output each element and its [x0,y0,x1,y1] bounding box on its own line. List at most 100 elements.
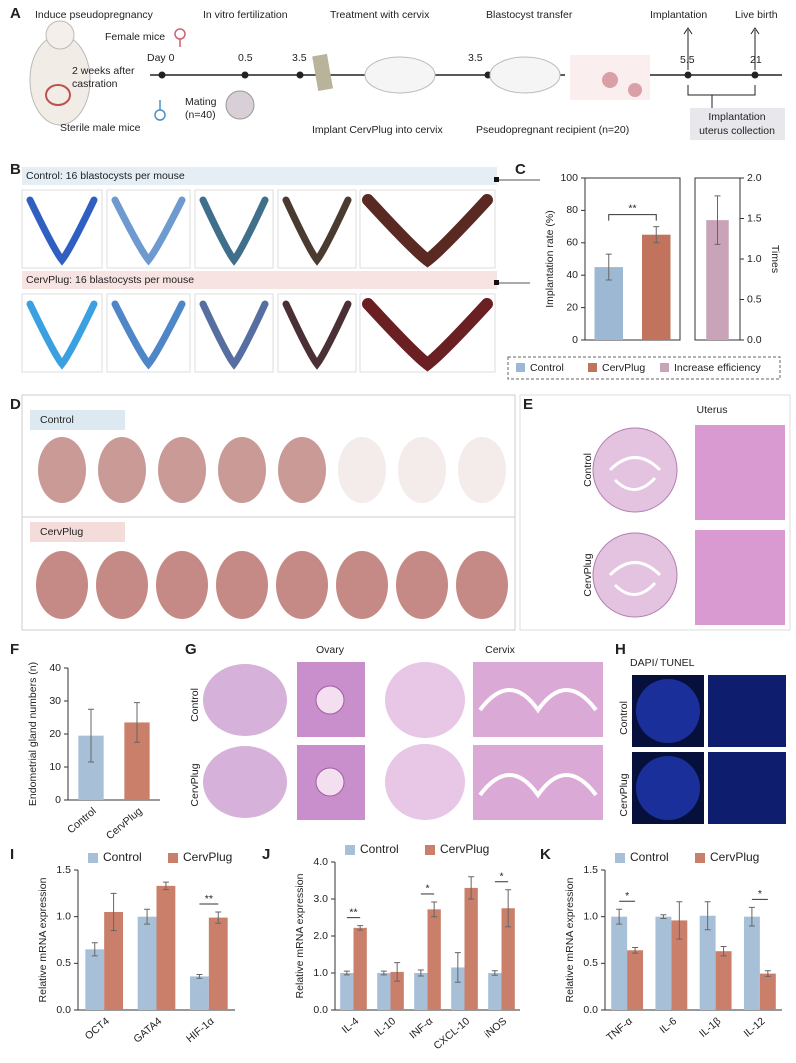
bar [706,220,729,340]
row-label: CervPlug [618,773,630,816]
timeline-text: Pseudopregnant recipient (n=20) [476,124,629,136]
bar [104,912,124,1010]
pup [98,437,146,503]
error-bar [468,876,475,900]
y-tick-label: 0.5 [56,957,71,969]
significance-label: ** [628,202,636,214]
significance-label: * [758,888,762,900]
column-title: Ovary [316,644,345,656]
bar [671,920,688,1010]
bar [427,909,441,1010]
panel-label: B [10,161,21,178]
x-tick-label: IL-10 [372,1015,398,1040]
legend-swatch [168,853,178,863]
x-tick-label: TNF-α [604,1015,635,1043]
significance-label: ** [349,906,357,918]
legend-label: CervPlug [183,850,232,864]
error-bar [748,906,755,927]
group-label: Control: 16 blastocysts per mouse [26,170,185,182]
legend-label: CervPlug [602,362,645,374]
panel-label: G [185,641,197,658]
row-label: CervPlug [582,553,594,596]
error-bar [110,892,117,932]
legend-label: CervPlug [710,850,759,864]
group-label: CervPlug [40,526,83,538]
legend-swatch [695,853,705,863]
error-bar [380,970,387,976]
bar [642,234,671,340]
y-tick-label: 80 [566,204,578,216]
y-tick-label: 1.0 [56,910,71,922]
uterus-shape [282,300,352,370]
group-label: CervPlug: 16 blastocysts per mouse [26,274,194,286]
uterus-images [21,189,496,373]
y-tick-label: 1.0 [313,967,328,979]
bar [137,916,157,1010]
panel-label: A [10,5,21,22]
y-axis-title: Relative mRNA expression [37,877,49,1002]
panel-label: J [262,846,270,863]
timeline-text: Mating [185,96,217,108]
x-tick-label: IL-4 [340,1015,362,1036]
plot-frame [584,177,681,341]
panel-label: H [615,641,626,658]
legend-swatch [516,363,525,372]
timeline-text: 0.5 [238,52,253,64]
pup [156,551,208,619]
x-tick-label: IL-6 [658,1015,680,1036]
timeline-text: Day 0 [147,52,175,64]
timeline-text: castration [72,78,118,90]
error-bar [676,901,683,940]
error-bar [505,889,512,928]
timeline-text: Implant CervPlug into cervix [312,124,443,136]
y-tick-label: 1.5 [583,864,598,876]
bar [464,887,478,1010]
timeline-text: Blastocyst transfer [486,9,573,21]
legend-swatch [660,363,669,372]
panel-label: I [10,846,14,863]
legend-label: Control [630,850,669,864]
legend-swatch [425,845,435,855]
panel-label: C [515,161,526,178]
timeline-text: In vitro fertilization [203,9,288,21]
error-bar [632,946,639,954]
y-tick-label: 0.0 [56,1004,71,1016]
timeline: Induce pseudopregnancy Female mice Day 0… [29,9,785,140]
timeline-text: 3.5 [292,52,307,64]
timeline-text: Induce pseudopregnancy [35,9,154,21]
y-tick-label: 40 [49,662,61,674]
bar [501,908,515,1010]
legend-box [507,356,781,380]
timeline-text: 21 [750,54,762,66]
bar [377,973,391,1010]
timeline-text: uterus collection [699,125,775,137]
error-bar [714,195,721,245]
panel-h: DAPI / TUNEL Control CervPlug [618,657,786,824]
y-tick-label: 4.0 [313,856,328,868]
error-bar [491,970,498,976]
x-tick-label: INF-α [407,1015,435,1041]
panel-label: F [10,641,19,658]
pup [218,437,266,503]
pup [336,551,388,619]
error-bar [653,226,660,244]
timeline-text: Implantation [708,111,765,123]
error-bar [91,942,98,957]
panel-e: Uterus Control CervPlug [519,394,791,631]
pup-images [36,437,508,619]
bar [488,973,502,1010]
stain-label: / [655,657,658,669]
error-bar [454,952,461,983]
legend-swatch [588,363,597,372]
panel-title: Uterus [697,404,728,416]
y-axis-title: Implantation rate (%) [544,210,556,307]
timeline-text: Female mice [105,31,165,43]
uterus-shape [26,196,98,266]
error-bar [764,970,771,977]
bar [627,950,644,1010]
bar [340,973,354,1010]
timeline-text: (n=40) [185,109,216,121]
bar [611,916,628,1010]
significance-label: ** [205,893,213,905]
